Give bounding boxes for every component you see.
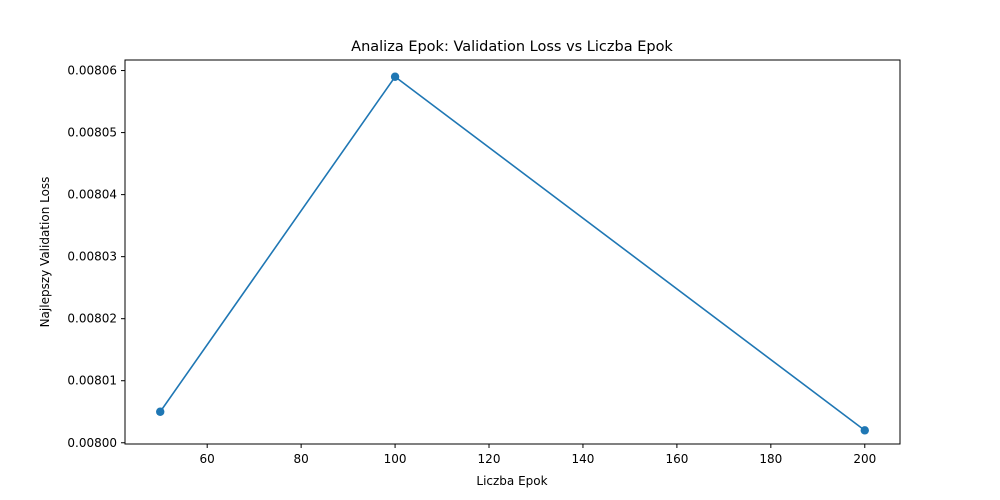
x-tick-label: 80 <box>293 452 308 466</box>
y-axis-label: Najlepszy Validation Loss <box>38 177 52 328</box>
x-tick-label: 180 <box>759 452 782 466</box>
y-axis-ticks: 0.00800 0.00801 0.00802 0.00803 0.00804 0.008… <box>67 64 125 450</box>
chart-title: Analiza Epok: Validation Loss vs Liczba … <box>351 39 673 55</box>
y-tick-label: 0.00800 <box>67 436 117 450</box>
x-tick-label: 160 <box>665 452 688 466</box>
x-tick-label: 100 <box>384 452 407 466</box>
data-point <box>860 426 869 435</box>
y-tick-label: 0.00805 <box>67 126 117 140</box>
y-tick-label: 0.00803 <box>67 250 117 264</box>
y-tick-label: 0.00802 <box>67 312 117 326</box>
data-point <box>390 72 400 81</box>
y-tick-label: 0.00804 <box>67 188 117 202</box>
x-tick-label: 140 <box>572 452 595 466</box>
data-point <box>156 407 165 416</box>
x-tick-label: 120 <box>478 452 501 466</box>
x-axis-ticks: 60 80 100 120 140 160 180 200 <box>200 444 876 466</box>
x-tick-label: 60 <box>200 452 215 466</box>
y-tick-label: 0.00806 <box>67 64 117 78</box>
y-tick-label: 0.00801 <box>67 374 117 388</box>
series-group <box>156 72 869 435</box>
x-axis-label: Liczba Epok <box>476 474 547 488</box>
x-tick-label: 200 <box>853 452 876 466</box>
series-line <box>159 75 866 431</box>
plot-area-frame <box>124 59 901 445</box>
